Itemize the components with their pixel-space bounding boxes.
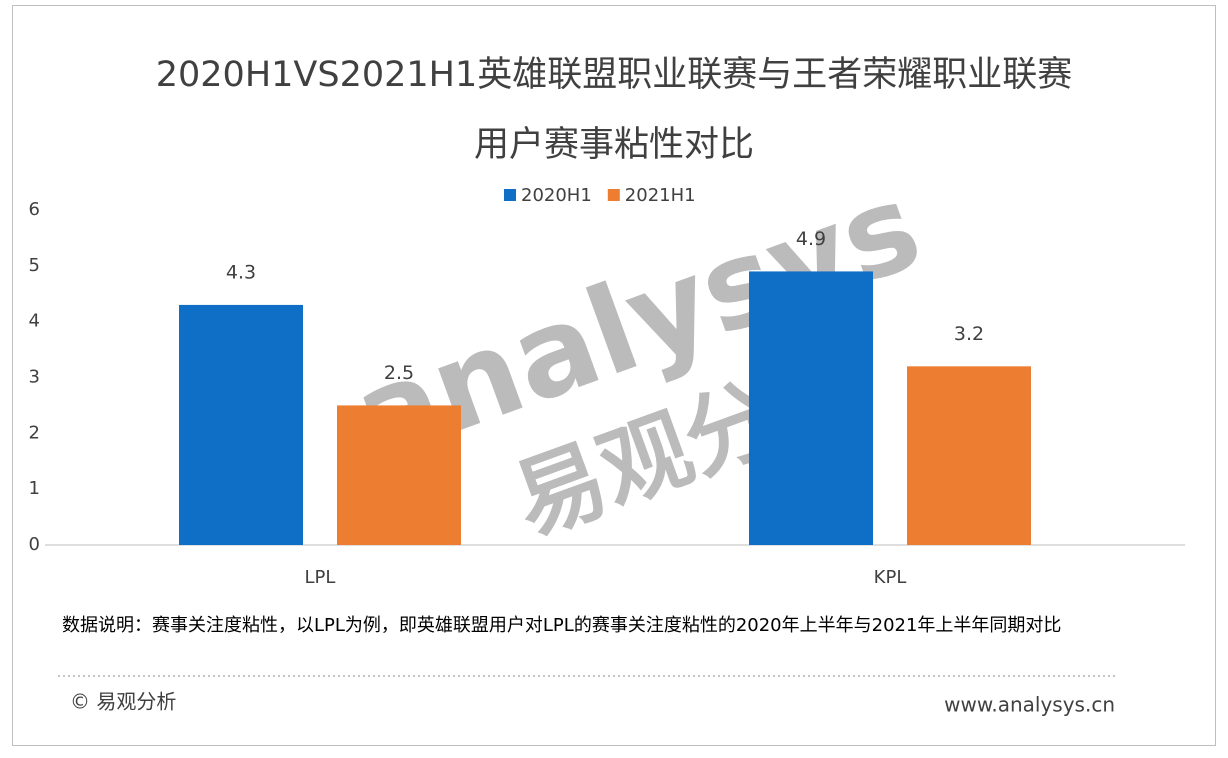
copyright: © 易观分析 bbox=[70, 690, 176, 714]
bar bbox=[749, 271, 873, 545]
y-tick-label: 3 bbox=[29, 367, 40, 388]
bar bbox=[337, 405, 461, 545]
value-label: 2.5 bbox=[384, 362, 414, 384]
y-tick-label: 4 bbox=[29, 311, 40, 332]
x-tick-label: KPL bbox=[874, 567, 907, 588]
bar bbox=[179, 304, 303, 545]
legend-swatch bbox=[504, 189, 516, 201]
legend-label: 2020H1 bbox=[521, 185, 592, 206]
note: 数据说明：赛事关注度粘性，以LPL为例，即英雄联盟用户对LPL的赛事关注度粘性的… bbox=[62, 615, 1062, 636]
y-tick-label: 6 bbox=[29, 199, 40, 220]
source: www.analysys.cn bbox=[944, 693, 1115, 717]
y-tick-label: 2 bbox=[29, 422, 40, 443]
legend-label: 2021H1 bbox=[625, 185, 696, 206]
y-tick-label: 1 bbox=[29, 478, 40, 499]
y-tick-label: 5 bbox=[29, 255, 40, 276]
bar bbox=[907, 366, 1031, 545]
value-label: 4.9 bbox=[796, 228, 826, 250]
legend-swatch bbox=[607, 189, 620, 201]
value-label: 4.3 bbox=[226, 261, 256, 283]
value-label: 3.2 bbox=[954, 323, 984, 345]
y-tick-label: 0 bbox=[29, 534, 40, 555]
frame bbox=[12, 5, 1216, 746]
chart-title: 2020H1VS2021H1英雄联盟职业联赛与王者荣耀职业联赛用户赛事粘性对比 bbox=[155, 55, 1073, 165]
x-tick-label: LPL bbox=[305, 567, 336, 588]
